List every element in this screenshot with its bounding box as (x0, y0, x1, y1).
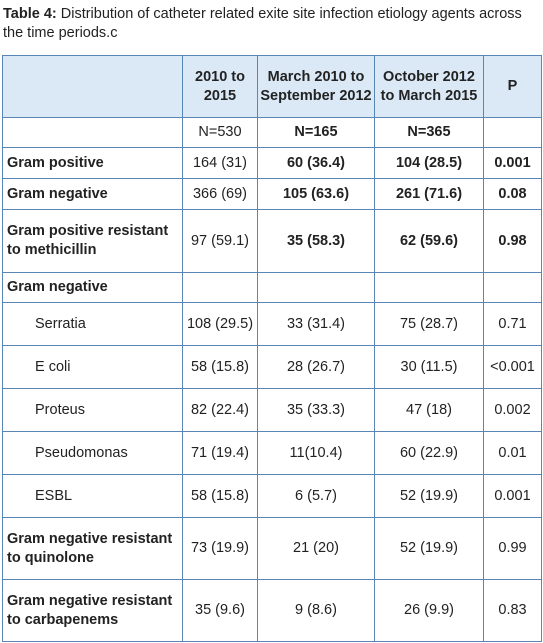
n-empty-cell (2, 117, 183, 148)
cell-v3: 60 (22.9) (374, 431, 484, 475)
row-label: ESBL (2, 474, 183, 518)
cell-v3: 261 (71.6) (374, 178, 484, 210)
cell-v3: 104 (28.5) (374, 147, 484, 179)
cell-v1: 97 (59.1) (182, 209, 258, 273)
row-label: Gram positive (2, 147, 183, 179)
cell-v1: 58 (15.8) (182, 345, 258, 389)
row-label: Pseudomonas (2, 431, 183, 475)
n-col1: N=530 (182, 117, 258, 148)
cell-v3: 26 (9.9) (374, 579, 484, 642)
header-col4: P (483, 55, 542, 118)
cell-v1: 71 (19.4) (182, 431, 258, 475)
table-caption: Table 4: Distribution of catheter relate… (3, 5, 533, 43)
table-row: Gram negative resistant to quinolone 73 … (2, 517, 542, 580)
cell-p: 0.001 (483, 147, 542, 179)
cell-p: 0.001 (483, 474, 542, 518)
header-row: 2010 to 2015 March 2010 to September 201… (2, 55, 542, 118)
empty-cell (182, 272, 258, 303)
cell-v1: 108 (29.5) (182, 302, 258, 346)
cell-p: 0.99 (483, 517, 542, 580)
table-row: ESBL 58 (15.8) 6 (5.7) 52 (19.9) 0.001 (2, 474, 542, 518)
header-col1: 2010 to 2015 (182, 55, 258, 118)
cell-v1: 35 (9.6) (182, 579, 258, 642)
header-col2: March 2010 to September 2012 (257, 55, 375, 118)
cell-v3: 75 (28.7) (374, 302, 484, 346)
cell-v2: 35 (58.3) (257, 209, 375, 273)
header-empty-cell (2, 55, 183, 118)
cell-v3: 30 (11.5) (374, 345, 484, 389)
row-label: Gram negative (2, 178, 183, 210)
cell-v3: 52 (19.9) (374, 474, 484, 518)
empty-cell (483, 272, 542, 303)
table-row: Gram negative resistant to carbapenems 3… (2, 579, 542, 642)
row-label: E coli (2, 345, 183, 389)
table-row: Gram negative 366 (69) 105 (63.6) 261 (7… (2, 178, 542, 210)
cell-v2: 11(10.4) (257, 431, 375, 475)
cell-v1: 164 (31) (182, 147, 258, 179)
table-row: Proteus 82 (22.4) 35 (33.3) 47 (18) 0.00… (2, 388, 542, 432)
row-label: Gram negative resistant to carbapenems (2, 579, 183, 642)
row-label: Gram positive resistant to methicillin (2, 209, 183, 273)
caption-text: Distribution of catheter related exite s… (3, 6, 522, 41)
cell-v1: 58 (15.8) (182, 474, 258, 518)
n-col3: N=365 (374, 117, 484, 148)
cell-v3: 52 (19.9) (374, 517, 484, 580)
cell-v1: 82 (22.4) (182, 388, 258, 432)
n-col2: N=165 (257, 117, 375, 148)
data-table: 2010 to 2015 March 2010 to September 201… (2, 55, 542, 642)
table-row: Gram positive 164 (31) 60 (36.4) 104 (28… (2, 147, 542, 179)
section-label: Gram negative (2, 272, 183, 303)
row-label: Serratia (2, 302, 183, 346)
table-row: Gram positive resistant to methicillin 9… (2, 209, 542, 273)
caption-label: Table 4: (3, 6, 57, 22)
cell-p: 0.08 (483, 178, 542, 210)
n-empty-p (483, 117, 542, 148)
cell-p: 0.002 (483, 388, 542, 432)
cell-p: 0.01 (483, 431, 542, 475)
cell-p: 0.83 (483, 579, 542, 642)
cell-v2: 33 (31.4) (257, 302, 375, 346)
header-col3: October 2012 to March 2015 (374, 55, 484, 118)
cell-v2: 35 (33.3) (257, 388, 375, 432)
table-row: E coli 58 (15.8) 28 (26.7) 30 (11.5) <0.… (2, 345, 542, 389)
cell-v3: 62 (59.6) (374, 209, 484, 273)
cell-v2: 105 (63.6) (257, 178, 375, 210)
n-row: N=530 N=165 N=365 (2, 117, 542, 148)
section-row: Gram negative (2, 272, 542, 303)
row-label: Proteus (2, 388, 183, 432)
cell-p: <0.001 (483, 345, 542, 389)
row-label: Gram negative resistant to quinolone (2, 517, 183, 580)
cell-p: 0.71 (483, 302, 542, 346)
empty-cell (374, 272, 484, 303)
table-row: Serratia 108 (29.5) 33 (31.4) 75 (28.7) … (2, 302, 542, 346)
cell-v3: 47 (18) (374, 388, 484, 432)
cell-v2: 60 (36.4) (257, 147, 375, 179)
cell-v1: 366 (69) (182, 178, 258, 210)
cell-v1: 73 (19.9) (182, 517, 258, 580)
cell-v2: 21 (20) (257, 517, 375, 580)
cell-v2: 9 (8.6) (257, 579, 375, 642)
table-row: Pseudomonas 71 (19.4) 11(10.4) 60 (22.9)… (2, 431, 542, 475)
empty-cell (257, 272, 375, 303)
cell-v2: 28 (26.7) (257, 345, 375, 389)
cell-v2: 6 (5.7) (257, 474, 375, 518)
cell-p: 0.98 (483, 209, 542, 273)
